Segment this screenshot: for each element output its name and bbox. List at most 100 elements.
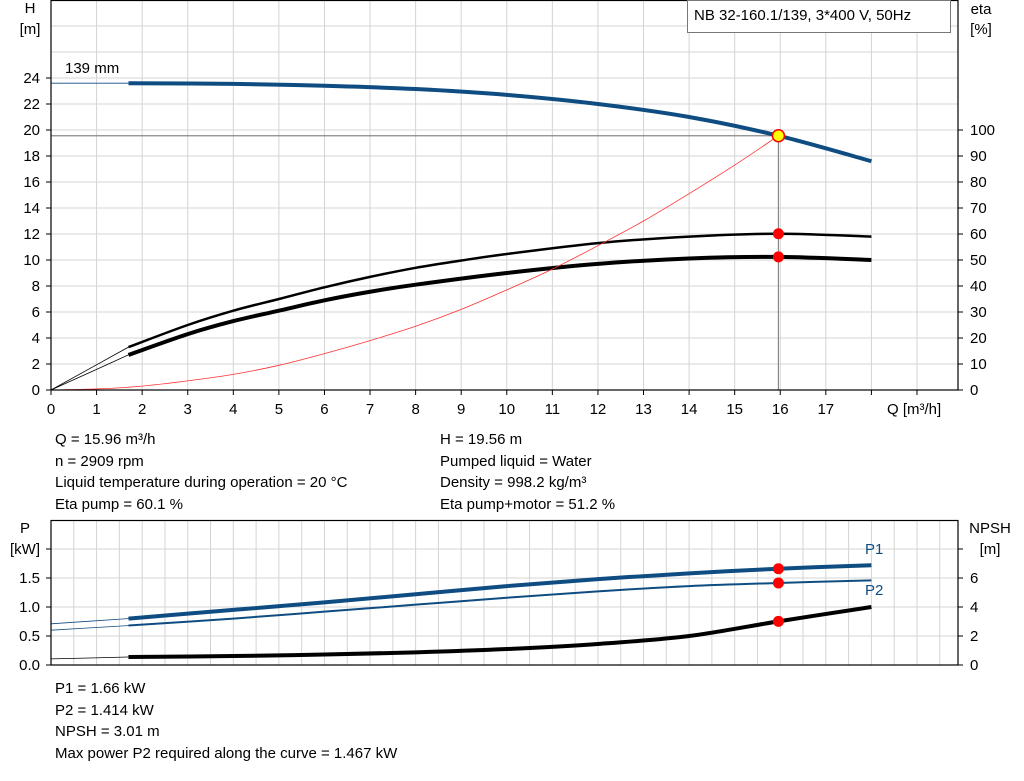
grid-top <box>51 0 958 390</box>
duty-point-eta-pump-motor <box>772 251 784 263</box>
x-tick-label: 6 <box>320 401 328 418</box>
series-NPSH <box>128 605 872 660</box>
series-head <box>128 81 872 164</box>
plot-frame <box>50 519 959 666</box>
y-tick-label: 24 <box>23 70 40 87</box>
y2-tick-label: 70 <box>970 200 987 217</box>
info-top-left: Q = 15.96 m³/h n = 2909 rpm Liquid tempe… <box>55 429 347 515</box>
info-head: H = 19.56 m <box>440 431 523 448</box>
y-axis-unit-p: [kW] <box>10 541 40 558</box>
x-tick-label: 14 <box>681 401 698 418</box>
y-axis-label-h: H <box>25 0 36 17</box>
x-tick-label: 5 <box>275 401 283 418</box>
duty-point-npsh <box>772 615 784 627</box>
y-tick-label: 20 <box>23 122 40 139</box>
x-tick-label: 0 <box>47 401 55 418</box>
info-p1: P1 = 1.66 kW <box>55 680 146 697</box>
p-tick-label: 1.5 <box>19 570 40 587</box>
series-label-p1: P1 <box>865 541 883 558</box>
npsh-tick-label: 2 <box>970 628 978 645</box>
y2-tick-label: 90 <box>970 148 987 165</box>
p-tick-label: 0.0 <box>19 657 40 674</box>
y-tick-label: 2 <box>32 356 40 373</box>
plot-frame <box>50 0 959 391</box>
info-eta-pump: Eta pump = 60.1 % <box>55 495 183 513</box>
chart-marks <box>50 81 872 660</box>
y2-tick-label: 50 <box>970 252 987 269</box>
x-tick-label: 4 <box>229 401 237 418</box>
y-tick-label: 10 <box>23 252 40 269</box>
x-tick-label: 16 <box>772 401 789 418</box>
y2-tick-label: 10 <box>970 356 987 373</box>
x-tick-label: 8 <box>411 401 419 418</box>
series-eta_pump-extension <box>50 346 129 391</box>
info-density: Density = 998.2 kg/m³ <box>440 474 587 491</box>
info-npsh: NPSH = 3.01 m <box>55 723 160 740</box>
info-p2: P2 = 1.414 kW <box>55 701 154 719</box>
x-tick-label: 17 <box>817 401 834 418</box>
series-label-p2: P2 <box>865 582 883 599</box>
tick-labels: 0 1 2 3 4 5 6 7 8 9 10 11 12 13 14 15 16 1702468101214161… <box>19 70 995 674</box>
x-tick-label: 3 <box>184 401 192 418</box>
y2-axis-label-eta: eta <box>971 1 993 18</box>
axes <box>50 0 959 666</box>
x-tick-label: 1 <box>92 401 100 418</box>
x-tick-label: 13 <box>635 401 652 418</box>
p-tick-label: 0.5 <box>19 628 40 645</box>
y2-tick-label: 20 <box>970 330 987 347</box>
x-tick-label: 12 <box>590 401 607 418</box>
series-system <box>50 135 779 391</box>
series-P1 <box>128 563 872 621</box>
grid-bottom <box>51 520 958 665</box>
info-max-power: Max power P2 required along the curve = … <box>55 744 398 762</box>
duty-point-head <box>771 128 786 143</box>
y2-axis-label-npsh: NPSH <box>969 520 1011 537</box>
info-eta-pump-motor: Eta pump+motor = 51.2 % <box>440 495 616 513</box>
info-pumped-liquid: Pumped liquid = Water <box>440 452 592 470</box>
x-axis-label: Q [m³/h] <box>887 401 941 418</box>
series-P1-extension <box>50 618 129 625</box>
info-speed: n = 2909 rpm <box>55 452 144 470</box>
info-flow: Q = 15.96 m³/h <box>55 431 156 448</box>
y2-tick-label: 60 <box>970 226 987 243</box>
y-tick-label: 8 <box>32 278 40 295</box>
y2-tick-label: 80 <box>970 174 987 191</box>
npsh-tick-label: 4 <box>970 599 978 616</box>
y-tick-label: 22 <box>23 96 40 113</box>
series-P2-extension <box>50 625 129 631</box>
npsh-tick-label: 0 <box>970 657 978 674</box>
y-tick-label: 16 <box>23 174 40 191</box>
series-NPSH-extension <box>50 656 129 660</box>
y2-tick-label: 0 <box>970 382 978 399</box>
y2-axis-unit-npsh: [m] <box>980 541 1001 558</box>
duty-point-p1 <box>772 563 784 575</box>
impeller-diameter-label: 139 mm <box>65 60 119 77</box>
info-top-right: H = 19.56 m Pumped liquid = Water Densit… <box>440 429 615 515</box>
x-tick-label: 7 <box>366 401 374 418</box>
series-eta_pump <box>128 232 872 349</box>
npsh-tick-label: 6 <box>970 570 978 587</box>
y2-tick-label: 100 <box>970 122 995 139</box>
x-tick-label: 11 <box>545 401 561 418</box>
p-tick-label: 1.0 <box>19 599 40 616</box>
series-P2 <box>128 579 872 627</box>
x-tick-label: 15 <box>726 401 743 418</box>
info-liquid-temperature: Liquid temperature during operation = 20… <box>55 474 348 491</box>
y-tick-label: 4 <box>32 330 40 347</box>
x-tick-label: 9 <box>457 401 465 418</box>
y2-tick-label: 40 <box>970 278 987 295</box>
y2-axis-unit-eta: [%] <box>970 21 992 38</box>
info-bottom: P1 = 1.66 kW P2 = 1.414 kW NPSH = 3.01 m… <box>55 678 397 764</box>
duty-point-p2 <box>772 577 784 589</box>
y-tick-label: 0 <box>32 382 40 399</box>
y-tick-label: 12 <box>23 226 40 243</box>
series-eta_pump_motor-extension <box>50 354 129 391</box>
title-box <box>687 0 951 33</box>
duty-point-eta-pump <box>772 228 784 240</box>
chart-title: NB 32-160.1/139, 3*400 V, 50Hz <box>694 7 911 24</box>
y-tick-label: 18 <box>23 148 40 165</box>
y-axis-unit-h: [m] <box>20 21 41 38</box>
y-tick-label: 14 <box>23 200 40 217</box>
x-tick-label: 2 <box>138 401 146 418</box>
